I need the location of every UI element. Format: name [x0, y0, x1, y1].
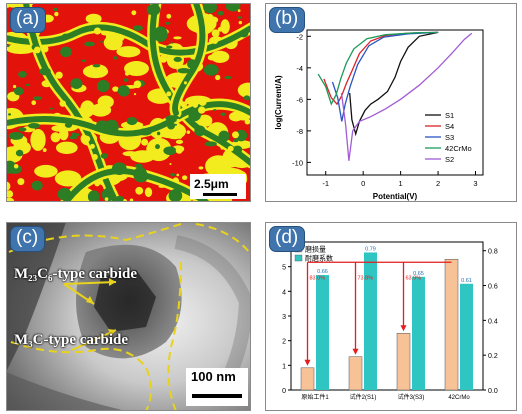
- tem-scale-label: 100 nm: [191, 369, 236, 384]
- bar-coef-label-3: 0.61: [461, 278, 472, 284]
- series-line-S2: [340, 32, 473, 161]
- y2-tick-label: 0.2: [488, 353, 498, 360]
- panel-label-d: (d): [269, 226, 306, 252]
- reduction-label-1: 73.8%: [358, 275, 374, 281]
- y-axis-label: log(Current/A): [274, 75, 283, 130]
- x-tick-label: 0: [361, 179, 365, 188]
- bar-coef-3: [460, 283, 473, 390]
- y2-tick-label: 0.8: [488, 249, 498, 256]
- series-line-42CrMo: [317, 31, 439, 106]
- y-tick-label: -4: [296, 64, 303, 73]
- legend-label-S2: S2: [445, 155, 454, 164]
- bar-coef-1: [364, 252, 377, 390]
- category-label-3: 42CrMo: [448, 395, 470, 401]
- legend-label-42CrMo: 42CrMo: [445, 144, 472, 153]
- category-label-1: 试件2(S1): [350, 393, 377, 401]
- scale-bar: [203, 193, 237, 196]
- y-tick-label: 1: [282, 363, 286, 370]
- x-tick-label: 1: [399, 179, 403, 188]
- bar-coef-label-2: 0.65: [413, 271, 424, 277]
- bar-coef-0: [316, 275, 329, 390]
- x-tick-label: -1: [322, 179, 329, 188]
- legend-label-S3: S3: [445, 133, 454, 142]
- x-tick-label: 2: [436, 179, 440, 188]
- reduction-arrowhead-2: [400, 325, 407, 332]
- series-line-S3: [331, 31, 439, 122]
- panel-b: -1 0 1 2 3 -2 -4 -6 -8 -10 Potential(V) log(Current…: [265, 3, 517, 202]
- y2-tick-label: 0.4: [488, 318, 498, 325]
- bar-coef-label-0: 0.66: [317, 269, 328, 275]
- boundary-network: [6, 3, 251, 202]
- reduction-label-2: 63.9%: [406, 275, 422, 281]
- panel-label-c: (c): [10, 226, 46, 252]
- x-tick-label: 3: [473, 179, 477, 188]
- bar-coef-label-1: 0.79: [365, 246, 376, 252]
- tem-micrograph: [6, 222, 251, 411]
- tem-scale-bar: [192, 394, 242, 398]
- bar-coef-2: [412, 276, 425, 390]
- carbide-label-m23c6: M₂₃C₆-type carbide: [14, 266, 138, 282]
- legend-swatch-1: [294, 254, 303, 262]
- bar-wear-0: [300, 367, 315, 391]
- reduction-arrowhead-0: [304, 359, 311, 366]
- panel-d: 0 1 2 3 4 5 0.0 0.2 0.4 0.6 0.8 0.66 原始工件1 0.79 试件2(S1…: [265, 222, 517, 411]
- bar-wear-2: [396, 333, 411, 391]
- phase-map: [6, 3, 251, 202]
- tem-scale-box: [186, 368, 248, 406]
- legend-label-0: 磨损量: [305, 245, 326, 254]
- reduction-label-0: 83.0%: [310, 275, 326, 281]
- panel-label-b: (b): [269, 7, 306, 33]
- bar-wear-1: [348, 356, 363, 391]
- y-tick-label: 3: [282, 314, 286, 321]
- y-tick-label: -8: [296, 127, 303, 136]
- y-tick-label: -10: [292, 158, 303, 167]
- polarization-chart: -1 0 1 2 3-2-4-6-8-10Potential(V)log(Current…: [274, 29, 484, 201]
- series-line-S1: [349, 31, 439, 137]
- panel-label-a: (a): [10, 7, 47, 33]
- legend-label-1: 耐磨系数: [305, 254, 333, 263]
- y-tick-label: 4: [282, 289, 286, 296]
- y-tick-label: 0: [282, 388, 286, 395]
- y2-tick-label: 0.6: [488, 284, 498, 291]
- y2-tick-label: 0.0: [488, 388, 498, 395]
- panel-c: M₂₃C₆-type carbide M₃C-type carbide 100 …: [6, 222, 251, 411]
- panel-a: 2.5μm (a): [6, 3, 251, 202]
- scale-bar-label: 2.5μm: [194, 177, 229, 191]
- wear-bar-chart: 0 1 2 3 4 5 0.0 0.2 0.4 0.6 0.8 0.66 原始工件1 0.79 试件2(S1…: [282, 241, 498, 401]
- y-tick-label: -2: [296, 32, 303, 41]
- x-axis-label: Potential(V): [373, 192, 418, 201]
- legend-label-S1: S1: [445, 111, 454, 120]
- legend-label-S4: S4: [445, 122, 454, 131]
- category-label-2: 试件3(S3): [398, 393, 425, 401]
- carbide-label-m3c: M₃C-type carbide: [14, 332, 129, 348]
- category-label-0: 原始工件1: [301, 393, 329, 401]
- y-tick-label: 5: [282, 265, 286, 272]
- bar-wear-3: [444, 259, 459, 391]
- y-tick-label: 2: [282, 339, 286, 346]
- reduction-arrowhead-1: [352, 348, 359, 355]
- plot-frame: [306, 29, 484, 176]
- y-tick-label: -6: [296, 95, 303, 104]
